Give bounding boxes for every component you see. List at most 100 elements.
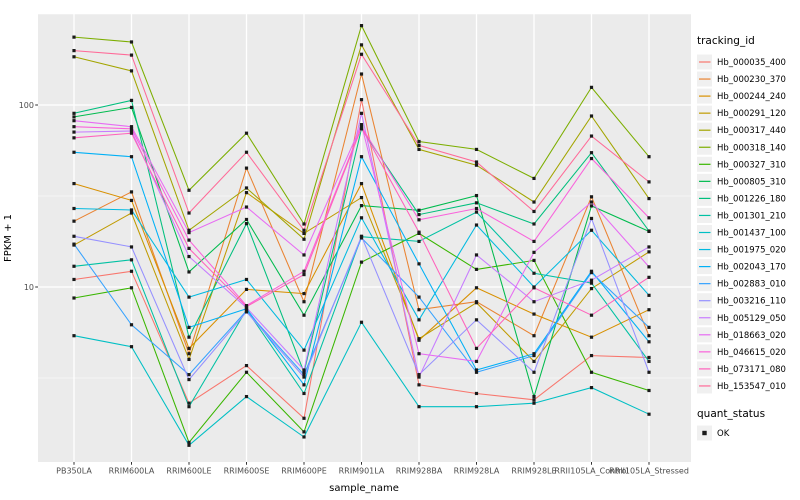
data-point <box>302 237 306 241</box>
data-point <box>244 370 249 374</box>
data-point <box>589 216 594 221</box>
data-point <box>187 270 191 274</box>
data-point <box>417 143 421 147</box>
data-point <box>72 296 76 300</box>
data-point <box>359 195 364 200</box>
data-point <box>474 368 479 372</box>
data-point <box>647 388 651 393</box>
data-point <box>647 196 651 201</box>
data-point <box>589 151 594 155</box>
data-point <box>474 201 479 205</box>
data-point <box>244 277 249 282</box>
legend-title-tracking-id: tracking_id <box>697 35 755 47</box>
data-point <box>647 229 651 233</box>
data-point <box>417 405 421 409</box>
legend-item-label: Hb_001301_210 <box>717 211 786 221</box>
data-point <box>359 24 364 28</box>
data-point <box>417 318 421 322</box>
data-point <box>474 253 479 257</box>
data-point <box>302 348 306 352</box>
data-point <box>474 160 479 164</box>
data-point <box>532 250 536 254</box>
data-point <box>647 370 651 374</box>
data-point <box>647 334 651 338</box>
data-point <box>244 310 249 314</box>
data-point <box>647 180 651 184</box>
data-point <box>244 217 249 222</box>
data-point <box>474 267 479 271</box>
x-tick-label: RRIM928LA <box>454 467 500 476</box>
data-point <box>532 370 536 374</box>
data-point <box>129 211 134 215</box>
data-point <box>359 52 364 56</box>
legend-item-label: Hb_018663_020 <box>717 331 786 341</box>
data-point <box>589 134 594 138</box>
data-point <box>359 155 364 159</box>
data-point <box>244 131 249 135</box>
data-point <box>129 105 134 110</box>
data-point <box>302 291 306 296</box>
y-tick-label: 100 <box>19 101 34 110</box>
data-point <box>417 295 421 299</box>
legend-item-label: Hb_000291_120 <box>717 109 786 119</box>
data-point <box>129 129 134 133</box>
data-point <box>187 335 191 339</box>
data-point <box>72 115 76 119</box>
data-point <box>72 119 76 123</box>
data-point <box>647 250 651 254</box>
data-point <box>589 353 594 358</box>
x-tick-label: RRIM928BA <box>396 467 443 476</box>
data-point <box>187 211 191 215</box>
data-point <box>532 334 536 338</box>
x-tick-label: RRIM928LE <box>511 467 556 476</box>
data-point <box>589 286 594 291</box>
data-point <box>359 126 364 130</box>
data-point <box>244 394 249 399</box>
data-point <box>129 131 134 135</box>
legend-item-label: Hb_002043_170 <box>717 263 786 273</box>
x-tick-label: PB350LA <box>56 467 92 476</box>
data-point <box>187 188 191 192</box>
data-point <box>359 320 364 324</box>
data-point <box>129 245 134 249</box>
data-point <box>72 206 76 211</box>
data-point <box>359 216 364 220</box>
data-point <box>532 209 536 214</box>
legend-item-label: Hb_005129_050 <box>717 314 786 324</box>
data-point <box>589 114 594 118</box>
data-point <box>129 258 134 262</box>
data-point <box>417 337 421 341</box>
data-point <box>474 318 479 322</box>
data-point <box>647 265 651 269</box>
data-point <box>417 375 421 379</box>
data-point <box>244 222 249 226</box>
data-point <box>532 312 536 316</box>
data-point <box>187 401 191 405</box>
data-point <box>359 236 364 240</box>
y-axis-title: FPKM + 1 <box>3 214 14 262</box>
data-point <box>72 277 76 282</box>
data-point <box>302 272 306 277</box>
data-point <box>532 200 536 204</box>
data-point <box>129 286 134 290</box>
data-point <box>589 195 594 199</box>
data-point <box>187 254 191 259</box>
data-point <box>187 325 191 329</box>
data-point <box>244 166 249 170</box>
x-axis-title: sample_name <box>329 483 399 494</box>
data-point <box>244 363 249 368</box>
legend-item-label: Hb_001975_020 <box>717 246 786 256</box>
legend-item-label: Hb_000327_310 <box>717 160 786 170</box>
data-point <box>647 308 651 312</box>
legend-item-label: Hb_000805_310 <box>717 177 786 187</box>
legend-item-label: Hb_002883_010 <box>717 280 786 290</box>
data-point <box>589 335 594 339</box>
data-point <box>359 111 364 115</box>
data-point <box>417 218 421 222</box>
data-point <box>244 205 249 209</box>
data-point <box>72 150 76 154</box>
data-point <box>589 156 594 161</box>
data-point <box>302 370 306 374</box>
data-point <box>129 69 134 73</box>
